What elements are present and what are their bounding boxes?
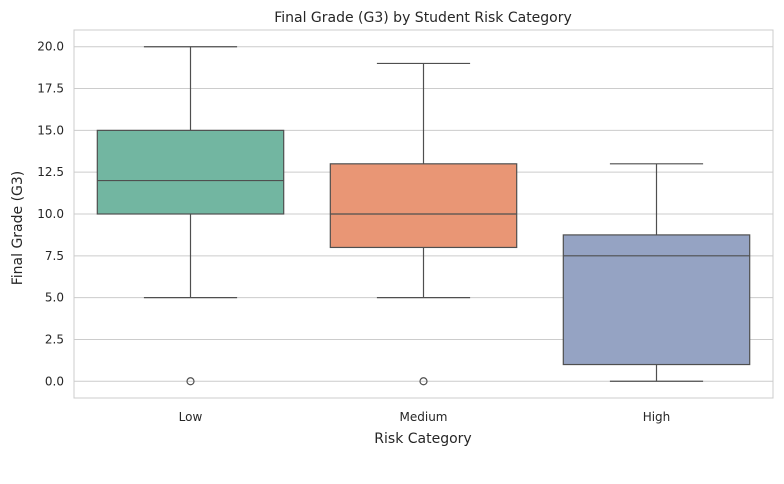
y-tick-label: 2.5 xyxy=(45,332,64,346)
outlier-point xyxy=(186,377,195,386)
box-medium xyxy=(329,62,518,386)
x-tick-label: Medium xyxy=(400,410,448,424)
x-axis-label: Risk Category xyxy=(374,431,471,447)
y-tick-label: 5.0 xyxy=(45,291,64,305)
y-tick-label: 0.0 xyxy=(45,374,64,388)
box-low xyxy=(96,46,285,386)
y-tick-label: 15.0 xyxy=(37,123,64,137)
y-tick-label: 20.0 xyxy=(37,40,64,54)
y-tick-label: 17.5 xyxy=(37,82,64,96)
x-tick-labels: Low Medium High xyxy=(179,410,671,424)
outlier-point xyxy=(419,377,428,386)
iqr-box xyxy=(96,129,285,215)
box-group xyxy=(96,46,751,386)
y-tick-label: 12.5 xyxy=(37,165,64,179)
box-high xyxy=(562,163,751,382)
y-axis-label: Final Grade (G3) xyxy=(10,171,26,286)
iqr-box xyxy=(562,234,751,366)
x-tick-label: High xyxy=(643,410,671,424)
y-tick-labels: 0.0 2.5 5.0 7.5 10.0 12.5 15.0 17.5 20.0 xyxy=(37,40,64,389)
y-tick-label: 7.5 xyxy=(45,249,64,263)
chart-title: Final Grade (G3) by Student Risk Categor… xyxy=(274,10,572,26)
y-tick-label: 10.0 xyxy=(37,207,64,221)
iqr-box xyxy=(329,163,518,249)
x-tick-label: Low xyxy=(179,410,203,424)
